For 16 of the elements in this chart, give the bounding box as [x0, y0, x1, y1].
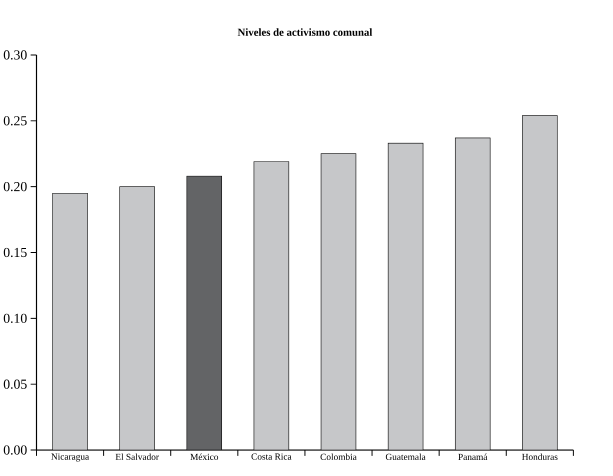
y-tick-label: 0.20 — [4, 182, 27, 192]
x-tick-label: México — [190, 454, 218, 460]
y-tick-label: 0.30 — [4, 50, 27, 60]
x-tick-label: Nicaragua — [51, 454, 90, 462]
x-tick-label: El Salvador — [116, 454, 159, 460]
y-tick-label: 0.25 — [4, 116, 27, 126]
y-tick-label: 0.10 — [4, 314, 27, 324]
chart-title: Niveles de activismo comunal — [238, 28, 372, 36]
y-tick-label: 0.00 — [4, 446, 27, 455]
y-tick-label: 0.05 — [4, 380, 27, 390]
x-tick-label: Panamá — [458, 454, 488, 460]
x-tick-label: Guatemala — [386, 454, 426, 460]
x-tick-label: Honduras — [522, 454, 558, 460]
x-tick-label: Costa Rica — [252, 454, 292, 460]
x-tick-label: Colombia — [320, 454, 357, 460]
y-tick-label: 0.15 — [4, 248, 27, 258]
